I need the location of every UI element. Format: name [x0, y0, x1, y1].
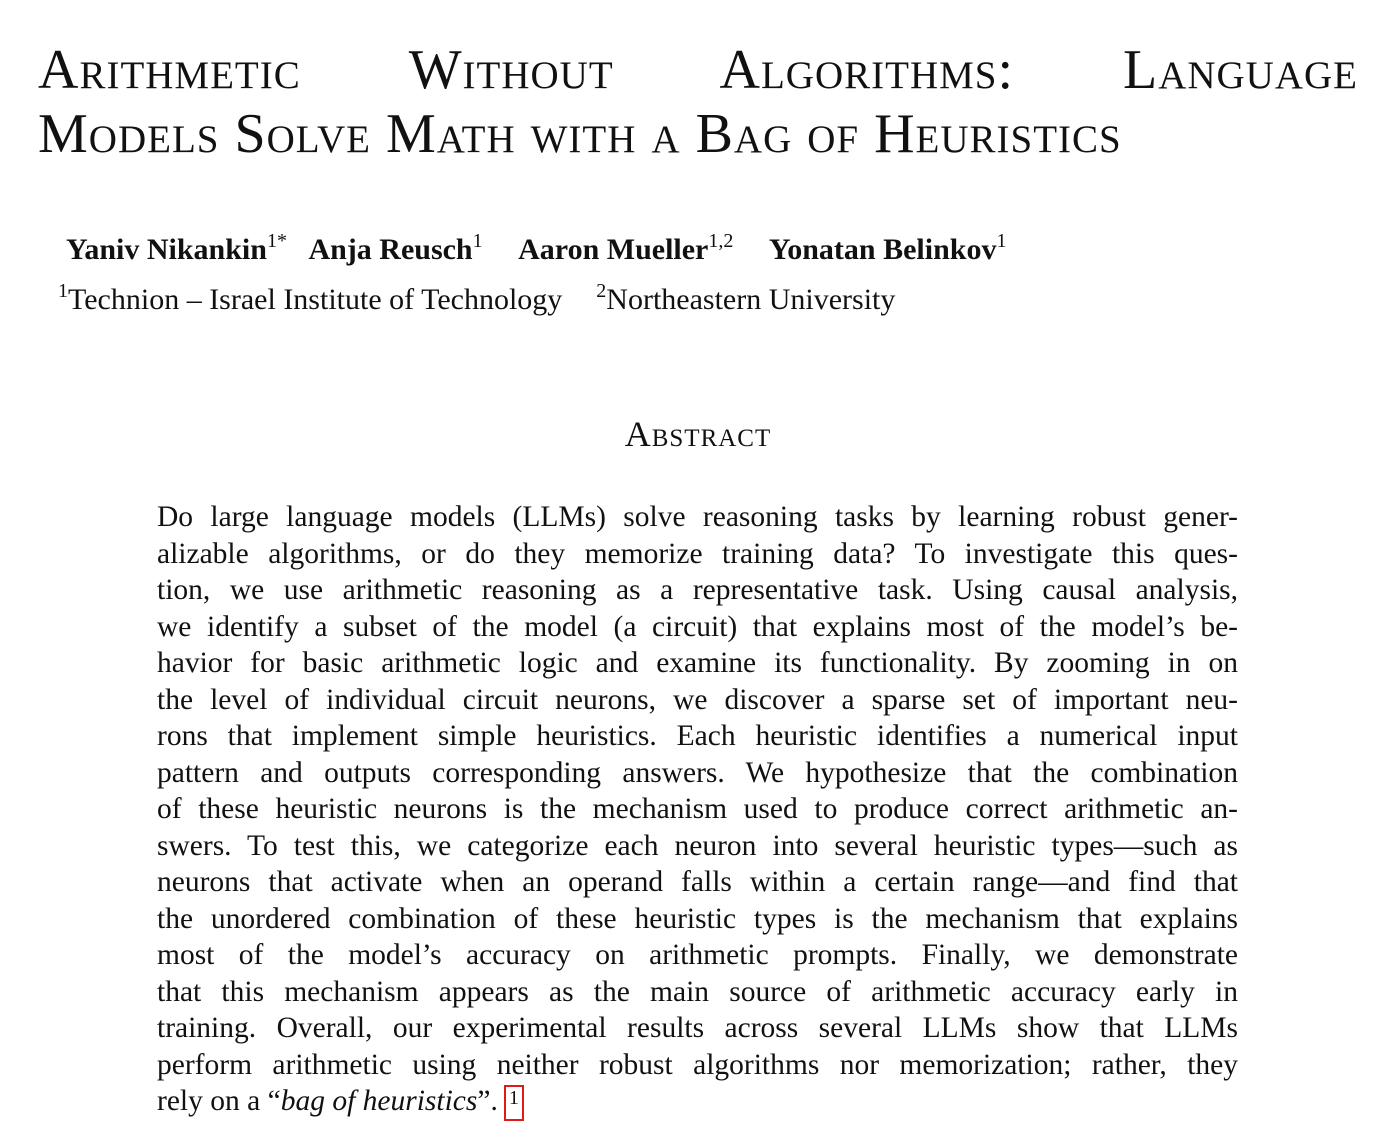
author-name: Aaron Mueller1,2	[518, 230, 734, 268]
abstract-line: swers. To test this, we categorize each …	[157, 829, 1238, 862]
author-affiliation-mark: 1*	[266, 230, 287, 252]
abstract-line: we identify a subset of the model (a cir…	[157, 610, 1238, 643]
abstract-last-suffix: ”.	[477, 1085, 498, 1117]
affiliation: 2Northeastern University	[596, 280, 896, 316]
abstract-line: rons that implement simple heuristics. E…	[157, 720, 1238, 752]
author-affiliation-mark: 1	[472, 230, 483, 252]
affiliation-name: Northeastern University	[606, 283, 896, 316]
footnote-link[interactable]: 1	[503, 1085, 524, 1121]
abstract-line: Do large language models (LLMs) solve re…	[157, 501, 1238, 533]
abstract-heading: Abstract	[624, 414, 772, 454]
author-affiliation-mark: 1,2	[708, 230, 734, 252]
abstract-line: tion, we use arithmetic reasoning as a r…	[157, 574, 1238, 606]
paper-title: Arithmetic Without Algorithms: Language …	[38, 38, 1358, 166]
abstract-line: neurons that activate when an operand fa…	[157, 866, 1238, 898]
abstract-body: Do large language models (LLMs) solve re…	[157, 499, 1238, 1121]
abstract-last-prefix: rely on a “	[157, 1085, 281, 1117]
abstract-last-italic: bag of heuristics	[280, 1085, 478, 1117]
affiliation: 1Technion – Israel Institute of Technolo…	[58, 280, 563, 316]
abstract-line: the level of individual circuit neurons,…	[157, 683, 1238, 716]
affiliation-name: Technion – Israel Institute of Technolog…	[68, 283, 563, 316]
author-name: Yaniv Nikankin1*	[66, 230, 287, 268]
author-name-text: Yaniv Nikankin	[66, 233, 267, 266]
author-name: Yonatan Belinkov1	[768, 230, 1007, 268]
author-name-text: Anja Reusch	[308, 233, 473, 266]
abstract-line: training. Overall, our experimental resu…	[157, 1012, 1238, 1044]
abstract-line: alizable algorithms, or do they memorize…	[157, 537, 1238, 570]
author-list: Yaniv Nikankin1* Anja Reusch1 Aaron Muel…	[66, 230, 1007, 268]
abstract-line: the unordered combination of these heuri…	[157, 902, 1238, 935]
paper-title-line-2: Models Solve Math with a Bag of Heuristi…	[38, 103, 1122, 165]
abstract-line-last: rely on a “bag of heuristics”. 1	[157, 1083, 1238, 1121]
affiliation-mark: 2	[596, 280, 607, 302]
affiliation-mark: 1	[58, 280, 68, 302]
author-name-text: Aaron Mueller	[518, 233, 709, 266]
abstract-line: havior for basic arithmetic logic and ex…	[157, 647, 1238, 679]
abstract-line: of these heuristic neurons is the mechan…	[157, 793, 1238, 825]
author-affiliation-mark: 1	[996, 230, 1007, 252]
abstract-line: pattern and outputs corresponding answer…	[157, 756, 1238, 789]
abstract-line: most of the model’s accuracy on arithmet…	[157, 939, 1238, 971]
abstract-line: that this mechanism appears as the main …	[157, 975, 1238, 1008]
abstract-line: perform arithmetic using neither robust …	[157, 1048, 1238, 1081]
author-name: Anja Reusch1	[308, 230, 483, 268]
paper-title-line-1: Arithmetic Without Algorithms: Language	[38, 39, 1358, 101]
author-name-text: Yonatan Belinkov	[768, 233, 997, 266]
affiliation-list: 1Technion – Israel Institute of Technolo…	[58, 280, 896, 318]
